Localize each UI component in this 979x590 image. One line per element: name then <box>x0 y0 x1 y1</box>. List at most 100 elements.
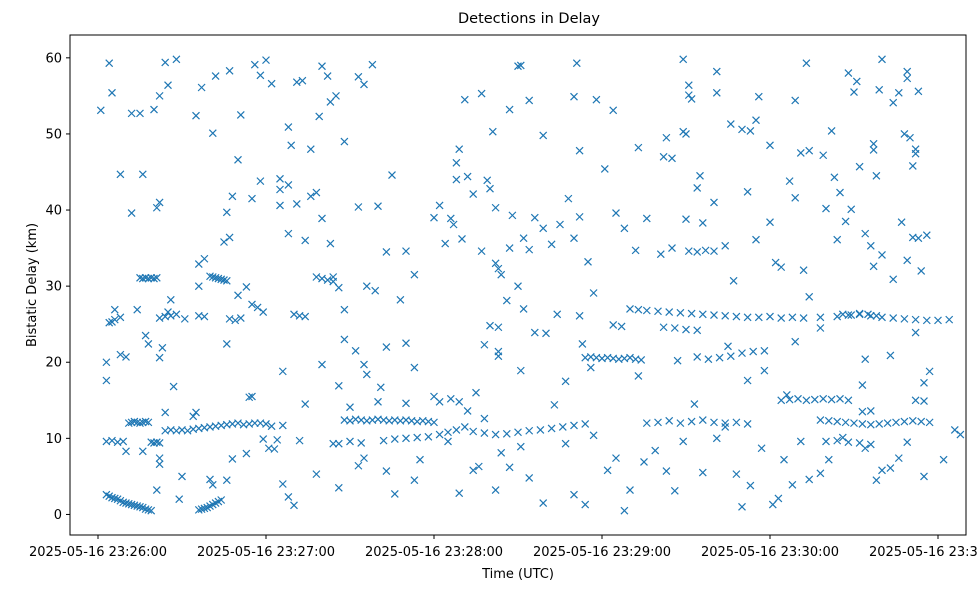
data-point <box>250 419 259 428</box>
data-point <box>486 184 494 193</box>
x-tick-label: 2025-05-16 23:31:00 <box>869 545 979 560</box>
data-point <box>917 417 926 426</box>
data-point <box>903 74 912 83</box>
data-point <box>805 475 814 484</box>
data-point <box>248 392 256 401</box>
data-point <box>665 416 674 425</box>
data-point <box>144 340 153 348</box>
data-point <box>519 234 528 243</box>
data-point <box>469 427 478 436</box>
data-point <box>346 437 354 446</box>
data-point <box>634 143 643 152</box>
data-point <box>838 310 847 319</box>
data-point <box>276 185 284 194</box>
data-point <box>878 55 886 64</box>
data-point <box>284 229 293 238</box>
data-point <box>242 449 251 458</box>
data-point <box>155 460 164 469</box>
y-tick-label: 30 <box>45 280 62 295</box>
data-point <box>816 469 825 478</box>
y-tick-label: 10 <box>45 432 62 447</box>
data-point <box>833 417 842 426</box>
data-point <box>130 501 139 510</box>
y-tick-label: 40 <box>45 204 62 219</box>
data-point <box>822 437 830 446</box>
data-point <box>469 190 478 198</box>
data-point <box>903 438 912 447</box>
data-point <box>273 435 282 444</box>
data-point <box>155 438 164 447</box>
data-point <box>175 495 184 504</box>
x-axis-label: Time (UTC) <box>481 567 554 582</box>
data-point <box>864 310 872 319</box>
data-point <box>502 296 511 305</box>
data-point <box>743 313 752 322</box>
data-point <box>259 435 268 444</box>
data-point <box>166 311 175 320</box>
data-point <box>354 72 363 81</box>
data-point <box>138 170 147 179</box>
data-point <box>766 312 774 321</box>
data-point <box>906 133 914 142</box>
data-point <box>318 214 326 223</box>
data-point <box>589 431 598 440</box>
data-point <box>208 129 217 138</box>
data-point <box>698 468 707 477</box>
data-point <box>539 499 548 507</box>
data-point <box>150 438 158 447</box>
data-point <box>833 436 842 445</box>
data-point <box>452 426 461 434</box>
data-point <box>785 177 794 186</box>
data-point <box>841 418 850 427</box>
data-point <box>133 502 142 511</box>
data-point <box>799 314 808 323</box>
data-point <box>866 241 875 250</box>
data-point <box>810 395 819 404</box>
data-point <box>382 247 391 256</box>
data-point <box>334 483 343 492</box>
data-point <box>222 476 231 485</box>
data-point <box>290 310 298 319</box>
data-point <box>262 419 270 428</box>
data-point <box>508 211 517 220</box>
data-point <box>164 81 172 90</box>
y-axis-label: Bistatic Delay (km) <box>25 223 40 347</box>
data-point <box>642 214 651 223</box>
data-point <box>354 203 363 211</box>
data-point <box>945 315 954 324</box>
data-point <box>276 201 284 210</box>
data-point <box>144 418 153 427</box>
data-point <box>477 247 486 256</box>
data-point <box>617 322 626 331</box>
data-point <box>872 311 881 320</box>
data-point <box>155 314 164 323</box>
data-point <box>844 396 853 405</box>
data-point <box>836 394 844 403</box>
data-point <box>306 192 315 201</box>
data-point <box>446 214 455 223</box>
data-point <box>102 376 111 385</box>
data-point <box>788 480 797 489</box>
data-point <box>108 317 116 326</box>
data-point <box>738 349 746 358</box>
data-point <box>917 266 926 275</box>
data-point <box>575 212 584 221</box>
data-point <box>690 400 699 409</box>
data-point <box>903 67 912 76</box>
data-point <box>679 55 688 64</box>
data-point <box>116 170 125 179</box>
data-point <box>698 416 707 425</box>
data-point <box>262 56 270 65</box>
data-point <box>497 270 506 279</box>
data-point <box>556 220 564 229</box>
x-axis: 2025-05-16 23:26:00 2025-05-16 23:27:00 20… <box>29 535 979 560</box>
data-point <box>250 60 259 69</box>
data-point <box>444 428 452 437</box>
data-point <box>396 295 405 304</box>
data-point <box>892 418 900 427</box>
data-point <box>721 241 730 250</box>
data-point <box>847 205 856 214</box>
data-point <box>155 454 164 463</box>
data-point <box>133 418 142 427</box>
data-point <box>502 429 511 438</box>
